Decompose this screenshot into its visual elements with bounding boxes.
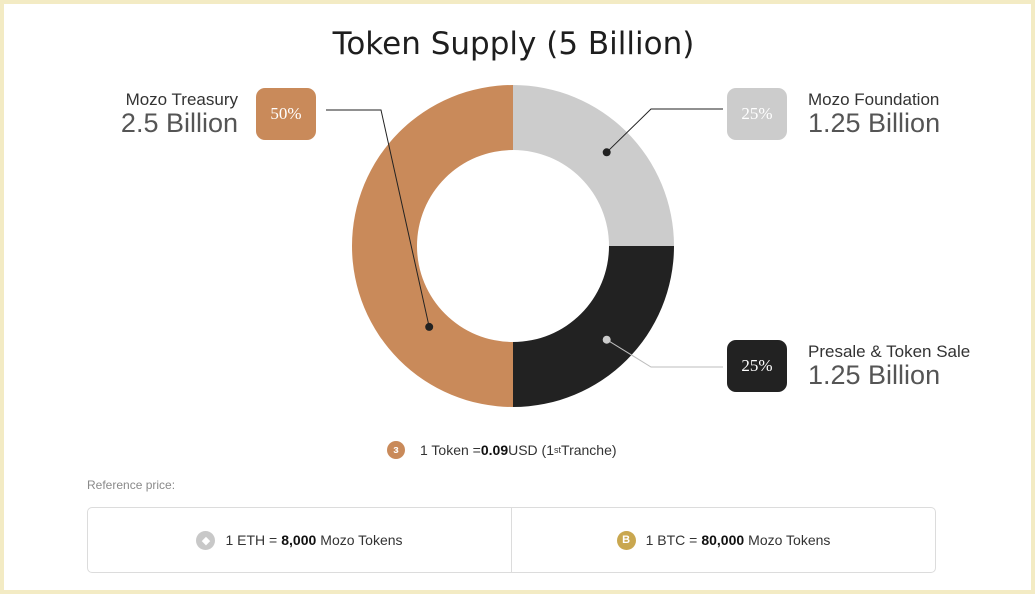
- percent-badge: 25%: [727, 88, 787, 140]
- btc-suffix: Mozo Tokens: [748, 532, 831, 548]
- slice-label: Mozo Foundation 1.25 Billion: [808, 90, 941, 138]
- reference-price-box: ◆ 1 ETH = 8,000 Mozo Tokens B 1 BTC = 80…: [87, 507, 936, 573]
- reference-price-label: Reference price:: [87, 478, 176, 492]
- token-price-sup: st: [554, 445, 562, 455]
- slice-amount: 2.5 Billion: [120, 108, 238, 138]
- btc-prefix: 1 BTC =: [645, 532, 698, 548]
- token-price-suffix: Tranche): [561, 442, 617, 458]
- slice-label: Presale & Token Sale 1.25 Billion: [808, 342, 971, 390]
- leader-line: [606, 108, 723, 153]
- reference-eth: ◆ 1 ETH = 8,000 Mozo Tokens: [88, 508, 511, 572]
- leader-dot: [602, 335, 611, 344]
- token-price-unit: USD (1: [508, 442, 555, 458]
- slice-amount: 1.25 Billion: [808, 108, 941, 138]
- slice-name: Presale & Token Sale: [808, 342, 971, 361]
- slice-label: Mozo Treasury 2.5 Billion: [120, 90, 238, 138]
- eth-suffix: Mozo Tokens: [320, 532, 403, 548]
- leader-dot: [602, 148, 611, 157]
- token-price-prefix: 1 Token =: [420, 442, 481, 458]
- slice-mozo-foundation: [513, 85, 674, 246]
- btc-icon: B: [616, 530, 636, 550]
- eth-prefix: 1 ETH =: [225, 532, 278, 548]
- leader-line: [326, 109, 430, 328]
- reference-btc: B 1 BTC = 80,000 Mozo Tokens: [511, 508, 935, 572]
- mozo-coin-icon: ɜ: [387, 441, 405, 459]
- page-title: Token Supply (5 Billion): [332, 26, 695, 62]
- percent-badge: 25%: [727, 340, 787, 392]
- leader-dot: [425, 322, 434, 331]
- slice-name: Mozo Foundation: [808, 90, 940, 109]
- eth-value: 8,000: [281, 532, 317, 548]
- token-price-value: 0.09: [480, 442, 509, 458]
- leader-line: [606, 339, 723, 368]
- eth-icon: ◆: [196, 530, 216, 550]
- percent-badge: 50%: [256, 88, 316, 140]
- slice-name: Mozo Treasury: [125, 90, 238, 109]
- btc-value: 80,000: [701, 532, 745, 548]
- slice-amount: 1.25 Billion: [808, 360, 941, 390]
- token-price-line: ɜ 1 Token = 0.09 USD (1 st Tranche): [387, 441, 617, 459]
- slice-mozo-treasury: [352, 85, 513, 407]
- slice-presale-token-sale: [513, 246, 674, 407]
